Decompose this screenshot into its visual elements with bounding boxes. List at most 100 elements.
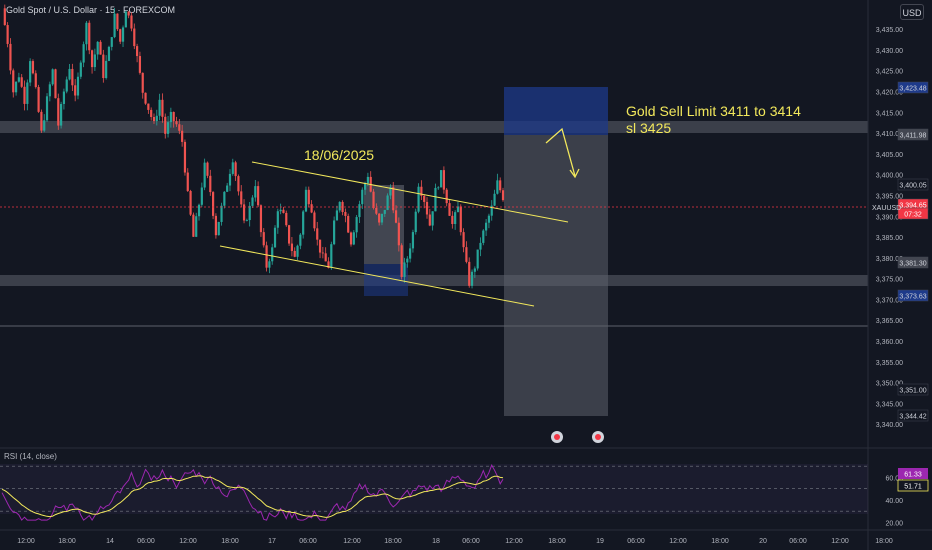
candle — [237, 174, 240, 196]
candle — [85, 21, 88, 51]
candle — [34, 70, 37, 89]
candle — [136, 43, 139, 63]
candle — [262, 228, 265, 248]
candle — [158, 93, 161, 121]
candle — [285, 210, 288, 227]
time-tick: 06:00 — [627, 538, 645, 545]
price-badge: 3,423.48 — [897, 81, 929, 94]
candle — [200, 182, 203, 207]
candle — [490, 200, 493, 221]
candle — [318, 239, 322, 259]
svg-text:51.71: 51.71 — [904, 484, 922, 491]
time-tick: 18:00 — [711, 538, 729, 545]
candle — [240, 185, 243, 207]
candle — [358, 200, 361, 223]
candle — [51, 68, 54, 86]
candle — [60, 101, 63, 129]
candle — [26, 79, 29, 111]
candle — [414, 208, 417, 235]
candle — [454, 210, 457, 230]
svg-text:3,394.65: 3,394.65 — [899, 203, 926, 210]
candle — [316, 221, 319, 246]
rsi-ma-line — [1, 475, 504, 518]
candle — [437, 186, 440, 190]
candle — [195, 212, 198, 238]
candle — [29, 58, 32, 87]
candle — [406, 256, 409, 268]
time-tick: 12:00 — [831, 538, 849, 545]
candle — [178, 119, 181, 135]
time-tick: 12:00 — [179, 538, 197, 545]
candle — [400, 243, 403, 280]
candle — [273, 225, 277, 248]
candle — [499, 177, 502, 193]
channel-lower-line — [219, 245, 535, 307]
candle — [417, 183, 420, 214]
candle — [487, 213, 491, 229]
candle — [392, 181, 395, 214]
candle — [57, 93, 60, 130]
rsi-band — [0, 464, 868, 514]
svg-text:3,373.63: 3,373.63 — [899, 294, 926, 301]
candle — [90, 49, 94, 74]
candle — [302, 210, 305, 239]
event-flag-icon[interactable] — [592, 431, 604, 443]
price-tick: 3,365.00 — [876, 318, 903, 325]
price-tick: 3,400.00 — [876, 173, 903, 180]
candle — [442, 166, 445, 194]
candles — [3, 4, 505, 289]
currency-button[interactable]: USD — [900, 4, 924, 20]
time-tick: 20 — [759, 538, 767, 545]
candle — [74, 79, 77, 102]
candle — [310, 200, 313, 214]
candle — [141, 72, 144, 99]
candle — [383, 209, 386, 217]
price-badges: 3,423.48 3,411.98 3,400.05 3,394.65 07:32 3,3… — [897, 81, 929, 422]
price-badge: 3,411.98 — [897, 128, 929, 141]
support-zone — [0, 275, 868, 286]
candle — [217, 221, 220, 236]
candle — [386, 193, 389, 211]
candle — [45, 93, 49, 122]
price-tick: 3,390.00 — [876, 214, 903, 221]
svg-text:07:32: 07:32 — [904, 212, 922, 219]
candle — [459, 204, 462, 236]
candle — [107, 45, 111, 62]
candle — [155, 109, 158, 126]
candle — [9, 38, 12, 75]
candle — [347, 213, 350, 234]
candle — [82, 41, 85, 68]
candle — [43, 114, 46, 133]
candle — [307, 186, 310, 208]
time-tick: 18 — [432, 538, 440, 545]
candle — [138, 51, 142, 75]
time-tick: 12:00 — [669, 538, 687, 545]
candle — [299, 233, 302, 250]
candle — [130, 12, 133, 32]
price-axis: 3,435.00 3,430.00 3,425.00 3,420.00 3,415.00… — [876, 27, 903, 429]
candle — [496, 173, 499, 195]
candle — [341, 200, 344, 216]
candle — [271, 243, 274, 265]
price-badge: 3,400.05 — [897, 178, 929, 191]
candle — [31, 59, 35, 75]
price-tick: 3,360.00 — [876, 339, 903, 346]
price-tick: 3,345.00 — [876, 401, 903, 408]
price-tick: 3,430.00 — [876, 48, 903, 55]
candle — [147, 103, 150, 114]
candle — [409, 243, 412, 263]
channel-upper-line — [251, 161, 569, 223]
candle — [96, 41, 99, 60]
candle — [228, 169, 232, 192]
candle — [242, 199, 246, 224]
time-tick: 12:00 — [505, 538, 523, 545]
candle — [183, 139, 187, 176]
event-flag-icon[interactable] — [551, 431, 563, 443]
trade-note-line1: Gold Sell Limit 3411 to 3414 — [626, 103, 801, 119]
candle — [259, 204, 263, 237]
candle — [192, 212, 195, 237]
candle — [102, 49, 105, 83]
candle — [265, 241, 268, 272]
candle — [121, 25, 125, 47]
